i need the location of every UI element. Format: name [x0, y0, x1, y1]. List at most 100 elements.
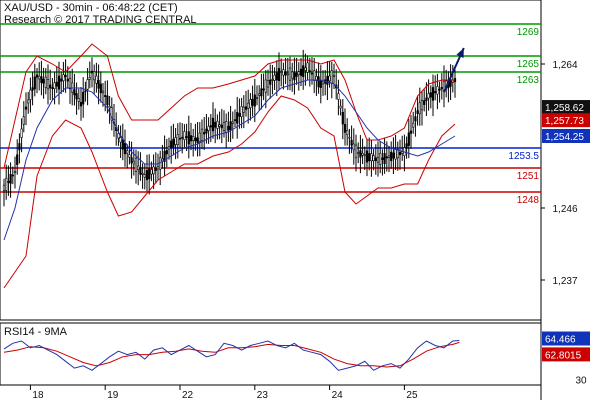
candle-body	[108, 106, 111, 109]
candle-body	[97, 80, 100, 89]
candle-body	[225, 121, 228, 133]
candle-body	[29, 89, 32, 100]
candle-body	[104, 95, 107, 98]
candle-body	[337, 93, 340, 100]
rsi-ma-value-badge-bg	[542, 347, 590, 362]
price-panel-frame	[0, 0, 542, 321]
candle-body	[229, 121, 232, 131]
candle-body	[330, 70, 333, 84]
level-label-1269: 1269	[517, 27, 540, 38]
candle-body	[363, 154, 366, 157]
candle-body	[326, 75, 329, 85]
candle-body	[134, 157, 138, 172]
y-tick-label: 1,246	[552, 204, 577, 215]
candle-body	[200, 128, 204, 142]
candle-body	[372, 155, 375, 162]
candle-body	[141, 172, 144, 175]
candle-body	[381, 157, 384, 160]
lower-bollinger-band	[3, 95, 456, 289]
candle-body	[93, 71, 96, 81]
candle-body	[176, 134, 179, 145]
rsi-y-tick-label: 30	[575, 375, 587, 386]
candle-body	[396, 149, 399, 159]
candle-body	[22, 116, 25, 125]
candle-body	[79, 101, 83, 107]
candle-body	[297, 71, 300, 76]
candle-body	[236, 112, 239, 124]
candle-body	[196, 137, 199, 144]
rsi-ma-line	[3, 341, 460, 368]
last-price-badge: 1,258.62	[545, 103, 584, 114]
candle-body	[68, 77, 72, 90]
candle-body	[348, 136, 351, 139]
candle-body	[64, 74, 67, 78]
candle-body	[172, 138, 175, 148]
candle-body	[233, 119, 237, 121]
candle-body	[308, 70, 311, 72]
candle-body	[412, 122, 415, 128]
candle-body	[95, 75, 98, 84]
candle-body	[427, 93, 430, 99]
indicator-lines	[3, 43, 465, 289]
candle-body	[306, 62, 309, 73]
candle-body	[42, 79, 45, 84]
candle-body	[409, 130, 413, 134]
candle-body	[357, 152, 360, 154]
candle-body	[216, 120, 219, 129]
band-price-badge: 1,257.73	[545, 116, 584, 127]
rsi-line	[3, 340, 460, 371]
candle-body	[392, 152, 395, 159]
candle-body	[339, 105, 342, 109]
candle-body	[88, 77, 91, 80]
candle-body	[420, 100, 424, 111]
chart-title: XAU/USD - 30min - 06:48:22 (CET)	[4, 2, 178, 14]
x-tick-label: 25	[406, 390, 418, 400]
candle-body	[291, 71, 294, 79]
y-tick-label: 1,237	[552, 276, 577, 287]
candle-body	[242, 106, 245, 113]
candle-body	[269, 79, 272, 85]
level-label-1248: 1248	[517, 195, 540, 206]
x-tick-label: 19	[107, 390, 119, 400]
candle-body	[328, 75, 331, 82]
candle-body	[148, 168, 151, 180]
ma-price-badge: 1,254.25	[545, 132, 584, 143]
candle-body	[130, 157, 133, 164]
level-label-1263: 1263	[517, 75, 540, 86]
candle-body	[247, 102, 250, 109]
candle-body	[192, 136, 195, 141]
candle-body	[150, 169, 153, 175]
candle-body	[194, 137, 197, 142]
candle-body	[117, 133, 120, 139]
candle-body	[119, 137, 122, 143]
level-label-1251: 1251	[517, 171, 540, 182]
candle-body	[187, 131, 190, 145]
candle-body	[156, 166, 160, 170]
candle-body	[438, 88, 441, 91]
rsi-value-badge: 64.466	[545, 335, 576, 346]
rsi-value-badge-bg	[542, 331, 590, 346]
candle-body	[310, 72, 314, 75]
candle-body	[414, 116, 417, 122]
candle-body	[368, 153, 371, 162]
candle-body	[9, 174, 12, 184]
candle-body	[40, 76, 43, 84]
candle-body	[343, 123, 347, 133]
candle-body	[82, 91, 85, 105]
candle-body	[20, 128, 23, 138]
candle-body	[152, 166, 155, 175]
candle-body	[220, 124, 223, 129]
candle-body	[299, 68, 303, 76]
level-label-1265: 1265	[517, 59, 540, 70]
candle-body	[18, 143, 21, 151]
candle-body	[352, 143, 355, 151]
axis-ticks: 1,264 1,246 1,237 30 18 19 22 23 24 25	[29, 60, 587, 400]
candle-body	[110, 107, 113, 121]
candle-body	[425, 97, 428, 101]
candle-body	[198, 132, 201, 142]
candle-body	[143, 174, 146, 178]
candle-body	[53, 82, 56, 90]
candle-body	[57, 75, 61, 90]
candle-body	[275, 72, 278, 81]
